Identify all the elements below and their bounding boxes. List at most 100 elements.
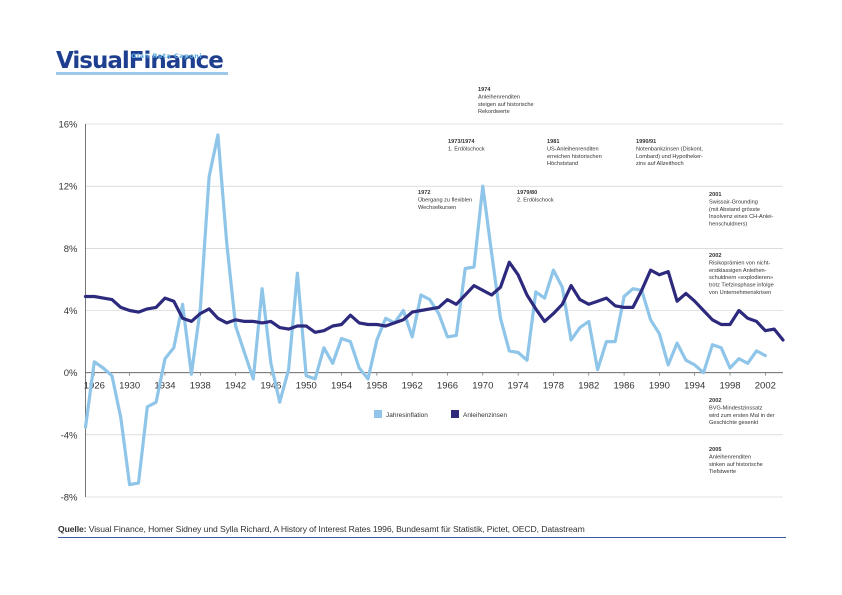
data-point-jahresinflation bbox=[464, 267, 466, 270]
data-point-jahresinflation bbox=[429, 298, 431, 301]
data-point-jahresinflation bbox=[367, 378, 369, 380]
data-point-anleihenzinsen bbox=[270, 320, 272, 323]
annotation-line: Notenbankzinsen (Diskont, bbox=[636, 146, 703, 152]
data-point-jahresinflation bbox=[455, 334, 458, 337]
y-tick-label: 0% bbox=[64, 368, 78, 379]
data-point-jahresinflation bbox=[164, 357, 166, 360]
data-point-jahresinflation bbox=[402, 309, 405, 312]
data-point-jahresinflation bbox=[278, 401, 281, 403]
data-point-jahresinflation bbox=[146, 406, 149, 408]
series-line-anleihenzinsen bbox=[83, 260, 785, 342]
data-point-anleihenzinsen bbox=[93, 295, 96, 298]
data-point-anleihenzinsen bbox=[128, 309, 131, 312]
data-point-anleihenzinsen bbox=[349, 314, 352, 316]
annotation-title: 1973/1974 bbox=[448, 139, 475, 145]
data-point-jahresinflation bbox=[720, 347, 722, 349]
data-point-anleihenzinsen bbox=[490, 294, 493, 296]
data-point-anleihenzinsen bbox=[605, 297, 608, 299]
data-point-jahresinflation bbox=[93, 360, 96, 363]
data-point-jahresinflation bbox=[172, 347, 175, 349]
data-point-anleihenzinsen bbox=[499, 286, 502, 288]
data-point-jahresinflation bbox=[632, 287, 634, 290]
x-tick-label: 1970 bbox=[472, 381, 493, 392]
data-point-jahresinflation bbox=[358, 367, 361, 369]
data-point-jahresinflation bbox=[614, 340, 617, 343]
data-point-anleihenzinsen bbox=[782, 339, 784, 341]
data-point-anleihenzinsen bbox=[111, 298, 113, 301]
annotation-line: Wechselkursen bbox=[418, 205, 456, 211]
data-point-jahresinflation bbox=[764, 354, 767, 357]
x-tick-label: 1966 bbox=[437, 381, 458, 392]
data-point-jahresinflation bbox=[579, 326, 581, 329]
x-tick-label: 1926 bbox=[84, 381, 105, 392]
data-point-anleihenzinsen bbox=[455, 303, 458, 306]
x-tick-label: 1958 bbox=[366, 381, 387, 392]
annotation-line: Anleihenrenditen bbox=[478, 94, 520, 100]
data-point-anleihenzinsen bbox=[164, 297, 166, 299]
data-point-anleihenzinsen bbox=[623, 306, 625, 309]
data-point-anleihenzinsen bbox=[314, 331, 316, 334]
data-point-anleihenzinsen bbox=[543, 320, 546, 323]
legend-label: Anleihenzinsen bbox=[463, 412, 507, 419]
data-point-jahresinflation bbox=[84, 426, 87, 428]
data-point-anleihenzinsen bbox=[234, 319, 237, 321]
data-point-jahresinflation bbox=[261, 287, 263, 290]
x-tick-label: 1974 bbox=[508, 381, 529, 392]
data-point-jahresinflation bbox=[676, 342, 678, 344]
data-point-anleihenzinsen bbox=[190, 320, 193, 323]
annotation-line: Übergang zu flexiblen bbox=[418, 196, 472, 203]
data-point-anleihenzinsen bbox=[773, 328, 775, 330]
annotation-title: 1990/91 bbox=[636, 139, 656, 145]
x-tick-label: 1998 bbox=[719, 381, 740, 392]
data-point-jahresinflation bbox=[534, 291, 537, 293]
legend-swatch-anleihenzinsen bbox=[451, 410, 459, 418]
series-line-jahresinflation bbox=[83, 133, 767, 487]
data-point-anleihenzinsen bbox=[632, 306, 634, 309]
data-point-jahresinflation bbox=[543, 297, 546, 299]
data-point-anleihenzinsen bbox=[411, 311, 413, 313]
x-tick-label: 1962 bbox=[402, 381, 423, 392]
annotation-line: Geschichte gesenkt bbox=[709, 420, 759, 426]
data-point-jahresinflation bbox=[190, 373, 193, 376]
y-tick-labels: -8% -4% 0% 4% 8% 12% 16% bbox=[58, 120, 78, 504]
data-point-jahresinflation bbox=[331, 362, 334, 365]
data-point-jahresinflation bbox=[137, 482, 140, 484]
annotation-line: erreichen historischen bbox=[547, 154, 602, 160]
data-point-anleihenzinsen bbox=[596, 300, 599, 302]
annotation-line: Insolvenz eines CH-Anlei- bbox=[709, 214, 773, 220]
data-point-anleihenzinsen bbox=[685, 292, 687, 295]
data-point-anleihenzinsen bbox=[517, 273, 519, 276]
data-point-anleihenzinsen bbox=[146, 308, 149, 310]
data-point-anleihenzinsen bbox=[614, 305, 617, 307]
data-point-anleihenzinsen bbox=[384, 325, 387, 327]
data-point-jahresinflation bbox=[446, 336, 449, 338]
y-tick-label: -8% bbox=[61, 493, 78, 504]
data-point-anleihenzinsen bbox=[402, 319, 405, 321]
x-tick-label: 1954 bbox=[331, 381, 352, 392]
data-point-anleihenzinsen bbox=[420, 309, 422, 312]
annotation-title: 1981 bbox=[547, 139, 559, 145]
data-point-anleihenzinsen bbox=[764, 329, 767, 332]
data-point-jahresinflation bbox=[658, 333, 661, 335]
data-point-anleihenzinsen bbox=[587, 303, 590, 306]
data-point-jahresinflation bbox=[199, 308, 202, 310]
data-point-anleihenzinsen bbox=[208, 308, 210, 310]
data-point-anleihenzinsen bbox=[102, 297, 104, 299]
x-tick-label: 2002 bbox=[755, 381, 776, 392]
data-point-anleihenzinsen bbox=[84, 295, 87, 298]
y-tick-label: 16% bbox=[58, 120, 78, 131]
data-point-anleihenzinsen bbox=[561, 303, 564, 306]
data-point-jahresinflation bbox=[323, 347, 325, 349]
annotation-line: sinken auf historische bbox=[709, 462, 763, 468]
data-point-anleihenzinsen bbox=[640, 289, 643, 292]
x-tick-label: 1938 bbox=[190, 381, 211, 392]
data-point-jahresinflation bbox=[437, 312, 440, 315]
annotation-line: erstklassigen Anleihen- bbox=[709, 268, 767, 274]
data-point-anleihenzinsen bbox=[199, 312, 202, 315]
data-point-anleihenzinsen bbox=[305, 325, 308, 327]
x-tick-label: 1930 bbox=[119, 381, 140, 392]
data-point-jahresinflation bbox=[702, 371, 705, 374]
